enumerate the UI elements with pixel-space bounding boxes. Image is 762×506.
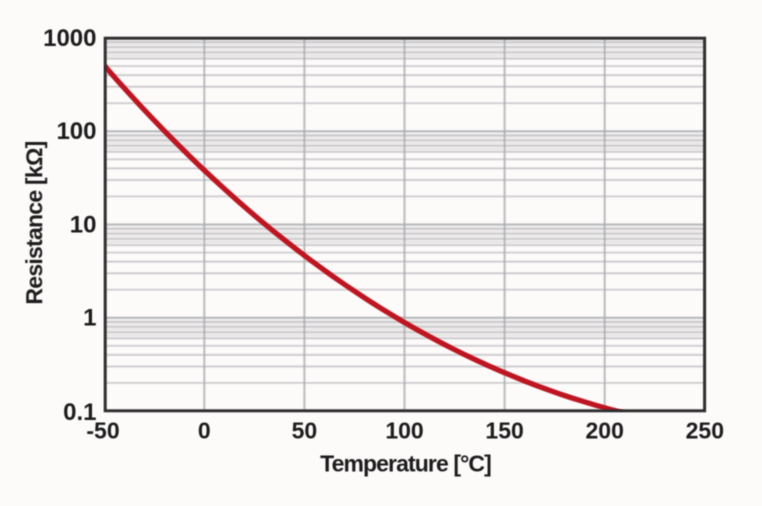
svg-text:50: 50 (292, 418, 318, 444)
svg-text:10: 10 (70, 212, 97, 239)
svg-text:-50: -50 (86, 418, 119, 444)
svg-text:250: 250 (686, 418, 724, 444)
svg-text:100: 100 (385, 418, 423, 444)
svg-text:100: 100 (56, 118, 96, 145)
svg-text:Resistance [kΩ]: Resistance [kΩ] (21, 141, 47, 304)
svg-text:150: 150 (485, 418, 523, 444)
svg-text:1000: 1000 (43, 25, 96, 52)
svg-text:Temperature [°C]: Temperature [°C] (320, 450, 491, 476)
svg-text:0.1: 0.1 (63, 399, 96, 426)
svg-text:200: 200 (586, 418, 624, 444)
svg-text:0: 0 (198, 418, 211, 444)
svg-text:1: 1 (83, 305, 96, 332)
